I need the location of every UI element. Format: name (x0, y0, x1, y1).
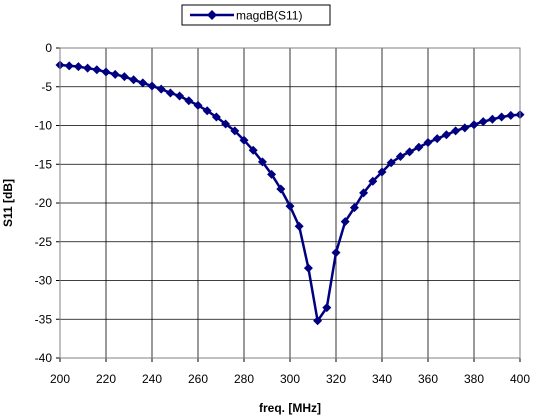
data-point-marker (460, 123, 470, 133)
data-point-marker (313, 316, 323, 326)
data-point-marker (129, 75, 139, 85)
x-tick-labels: 200 220 240 260 280 300 320 340 360 380 400 (50, 372, 530, 386)
x-tick-label: 400 (510, 372, 530, 386)
y-tick-labels: 0 -5 -10 -15 -20 -25 -30 -35 -40 (35, 41, 53, 365)
data-point-marker (451, 126, 461, 136)
data-point-marker (101, 67, 111, 77)
data-point-marker (423, 138, 433, 148)
data-point-marker (248, 145, 258, 155)
series-group (55, 60, 525, 326)
data-point-marker (368, 176, 378, 186)
x-tick-label: 240 (142, 372, 162, 386)
data-point-marker (193, 100, 203, 110)
x-tick-label: 300 (280, 372, 300, 386)
data-point-marker (110, 69, 120, 79)
data-point-marker (377, 167, 387, 177)
data-point-marker (294, 221, 304, 231)
data-point-marker (184, 96, 194, 106)
data-point-marker (497, 112, 507, 122)
y-tick-label: -20 (35, 196, 53, 210)
x-axis-title: freq. [MHz] (259, 401, 321, 415)
data-point-marker (230, 126, 240, 136)
legend: magdB(S11) (181, 4, 331, 26)
data-point-marker (285, 201, 295, 211)
data-point-marker (147, 81, 157, 91)
x-tick-label: 360 (418, 372, 438, 386)
data-point-marker (359, 188, 369, 198)
data-point-marker (239, 135, 249, 145)
legend-diamond-marker (207, 10, 217, 20)
data-point-marker (506, 110, 516, 120)
data-point-marker (267, 169, 277, 179)
data-point-marker (487, 114, 497, 124)
x-tick-label: 280 (234, 372, 254, 386)
data-point-marker (395, 152, 405, 161)
y-tick-label: -5 (41, 80, 52, 94)
y-tick-label: -15 (35, 157, 53, 171)
data-point-marker (175, 91, 185, 101)
y-tick-label: -10 (35, 119, 53, 133)
data-point-marker (303, 263, 313, 273)
y-axis-title: S11 [dB] (1, 179, 15, 227)
data-point-marker (257, 157, 267, 167)
data-point-marker (64, 61, 74, 71)
y-tick-label: -30 (35, 274, 53, 288)
data-point-marker (386, 158, 396, 168)
data-point-marker (469, 120, 479, 130)
data-point-marker (83, 63, 93, 73)
data-point-marker (211, 112, 221, 122)
y-tick-label: 0 (45, 41, 52, 55)
x-tick-label: 340 (372, 372, 392, 386)
y-tick-label: -35 (35, 312, 53, 326)
x-tick-label: 320 (326, 372, 346, 386)
legend-box (181, 4, 331, 26)
y-tick-label: -40 (35, 351, 53, 365)
data-point-marker (432, 134, 442, 144)
x-tick-label: 380 (464, 372, 484, 386)
data-point-marker (119, 72, 129, 82)
data-point-marker (405, 147, 415, 157)
data-point-marker (340, 217, 350, 227)
data-point-marker (322, 303, 332, 313)
data-point-marker (138, 78, 148, 88)
data-point-marker (156, 84, 166, 94)
data-point-marker (349, 203, 359, 213)
plot-border (59, 47, 521, 359)
data-point-marker (331, 248, 341, 258)
x-tick-label: 260 (188, 372, 208, 386)
data-point-marker (165, 88, 175, 98)
data-point-marker (73, 62, 83, 72)
y-tick-label: -25 (35, 235, 53, 249)
x-tick-label: 200 (50, 372, 70, 386)
data-point-marker (478, 117, 488, 127)
data-point-marker (221, 119, 231, 129)
x-tick-label: 220 (96, 372, 116, 386)
data-point-marker (276, 184, 286, 194)
legend-label: magdB(S11) (236, 9, 302, 23)
data-point-marker (202, 106, 212, 116)
data-point-marker (441, 130, 451, 140)
data-point-marker (414, 142, 424, 152)
data-point-marker (92, 65, 102, 75)
